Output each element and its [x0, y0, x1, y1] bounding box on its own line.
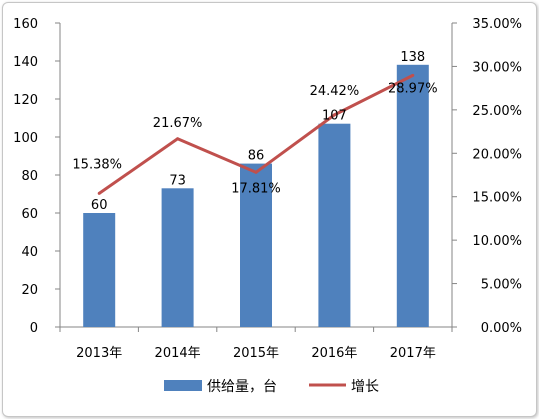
left-tick-label: 40	[21, 245, 38, 260]
growth-point	[411, 73, 415, 77]
x-tick-label: 2017年	[390, 346, 436, 361]
growth-value-label: 24.42%	[310, 84, 360, 99]
x-tick-label: 2014年	[155, 346, 201, 361]
right-tick-label: 25.00%	[472, 104, 522, 119]
growth-value-label: 17.81%	[231, 181, 281, 196]
right-tick-label: 5.00%	[481, 278, 522, 293]
bar-value-label: 73	[169, 173, 186, 188]
growth-point	[332, 113, 336, 117]
bar-value-label: 60	[91, 198, 108, 213]
right-tick-label: 15.00%	[472, 191, 522, 206]
left-tick-label: 20	[21, 283, 38, 298]
growth-point	[97, 191, 101, 195]
x-tick-label: 2015年	[233, 346, 279, 361]
axes: 0 20 40 60 80 100 120 140 160 0.00% 5.00% 10.00% 15.…	[13, 17, 522, 361]
data-labels: 60 73 86 107 138 15.38% 21.67% 17.81% 24.42% 28.9…	[72, 50, 437, 213]
left-tick-label: 160	[13, 17, 38, 32]
growth-line	[97, 73, 415, 195]
right-tick-label: 20.00%	[472, 147, 522, 162]
bar	[396, 64, 429, 328]
left-tick-label: 0	[30, 321, 38, 336]
growth-point	[176, 137, 180, 141]
bar	[318, 123, 351, 327]
left-tick-label: 140	[13, 55, 38, 70]
right-tick-label: 10.00%	[472, 234, 522, 249]
bar	[161, 188, 194, 327]
x-tick-label: 2016年	[311, 346, 357, 361]
legend-bar-label: 供给量，台	[207, 379, 277, 395]
bars	[83, 64, 429, 328]
left-tick-label: 80	[21, 169, 38, 184]
x-tick-label: 2013年	[76, 346, 122, 361]
growth-point	[254, 170, 258, 174]
bar	[240, 163, 272, 327]
left-tick-label: 60	[21, 207, 38, 222]
right-tick-label: 0.00%	[481, 321, 522, 336]
bar-value-label: 86	[248, 149, 265, 164]
bar-value-label: 138	[400, 50, 425, 65]
growth-value-label: 15.38%	[72, 157, 122, 172]
growth-value-label: 21.67%	[153, 116, 203, 131]
bar-value-label: 107	[322, 109, 347, 124]
right-tick-label: 30.00%	[472, 60, 522, 75]
left-tick-label: 120	[13, 93, 38, 108]
left-tick-label: 100	[13, 131, 38, 146]
legend-line-label: 增长	[351, 379, 379, 395]
right-tick-label: 35.00%	[472, 17, 522, 32]
bar	[83, 213, 116, 327]
growth-value-label: 28.97%	[388, 81, 438, 96]
legend: 供给量，台 增长	[164, 379, 379, 395]
legend-bar-swatch	[164, 380, 202, 391]
